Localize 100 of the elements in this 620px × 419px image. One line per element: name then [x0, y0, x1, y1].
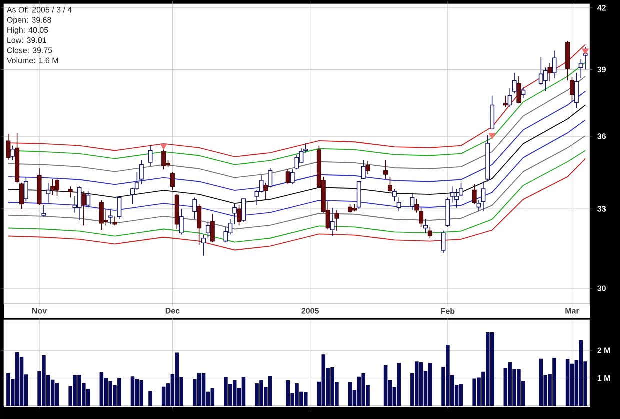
- candlestick: [508, 88, 512, 108]
- candlestick: [396, 197, 402, 212]
- bar: [579, 340, 584, 406]
- x-tick-label: 2005: [302, 308, 319, 314]
- candlestick: [77, 186, 82, 221]
- bar: [232, 380, 237, 406]
- annotation: Volume: 1.6 M: [6, 58, 58, 64]
- bar: [539, 358, 544, 406]
- bar: [286, 380, 290, 406]
- candlestick: [170, 172, 175, 191]
- x-tick-label: Dec: [166, 308, 180, 314]
- bar: [384, 365, 388, 406]
- point: [488, 133, 496, 140]
- bar: [459, 384, 464, 406]
- candlestick: [450, 186, 455, 204]
- candlestick: [202, 234, 206, 256]
- candlestick: [459, 182, 464, 197]
- candlestick: [428, 226, 432, 240]
- candlestick: [330, 207, 335, 236]
- candlestick: [192, 197, 198, 220]
- candlestick: [286, 169, 290, 185]
- candlestick: [179, 208, 184, 236]
- candlestick: [490, 95, 495, 130]
- annotation: As Of: 2005 / 3 / 4: [6, 6, 72, 13]
- candlestick: [237, 204, 242, 226]
- candlestick: [574, 72, 579, 108]
- y-tick-label: 42: [598, 5, 606, 11]
- line-series: [8, 158, 586, 251]
- candlestick: [210, 214, 215, 243]
- annotation: Low: 39.01: [8, 38, 46, 44]
- bar: [148, 391, 152, 406]
- bar: [419, 362, 424, 406]
- bar: [130, 376, 135, 406]
- bar: [268, 376, 272, 406]
- annotation: High: 40.05: [8, 27, 48, 35]
- bar: [428, 363, 432, 406]
- candlestick: [410, 194, 415, 211]
- annotation: Open: 39.68: [7, 17, 52, 24]
- bar: [348, 382, 352, 406]
- candlestick: [366, 160, 370, 175]
- candlestick: [206, 221, 210, 240]
- line-series: [8, 150, 586, 243]
- candlestick: [361, 160, 366, 180]
- bar: [414, 362, 419, 406]
- bar: [566, 359, 570, 406]
- line-series: [8, 136, 586, 230]
- candlestick: [570, 76, 575, 102]
- candlestick: [512, 72, 517, 94]
- bar: [202, 374, 206, 406]
- candlestick: [334, 210, 340, 232]
- candlestick: [388, 176, 392, 194]
- candlestick: [46, 182, 51, 204]
- x-tick-label: Nov: [32, 308, 48, 314]
- candlestick: [441, 230, 446, 254]
- candlestick: [241, 198, 246, 222]
- candlestick: [42, 204, 46, 218]
- line-series: [8, 44, 586, 158]
- y-tick-label: 33: [598, 206, 606, 212]
- point: [582, 48, 590, 55]
- candlestick: [384, 160, 388, 180]
- candlestick: [423, 218, 428, 234]
- bar: [175, 352, 180, 406]
- candlestick: [86, 190, 91, 208]
- bar: [322, 354, 326, 406]
- candlestick: [24, 176, 28, 202]
- line-series: [8, 90, 586, 192]
- candlestick: [197, 204, 202, 246]
- annotation: Close: 39.75: [7, 47, 52, 54]
- y-tick-label: 39: [598, 66, 606, 73]
- x-tick-label: Feb: [441, 308, 455, 314]
- candlestick: [543, 67, 548, 92]
- bar: [55, 383, 60, 406]
- bar: [162, 386, 166, 406]
- candlestick: [148, 145, 153, 166]
- candlestick: [10, 145, 16, 160]
- candlestick: [232, 204, 238, 225]
- candlestick: [503, 95, 508, 108]
- candlestick: [6, 134, 11, 160]
- candlestick: [224, 226, 228, 243]
- y-tick-label: 1 M: [598, 376, 610, 382]
- bar: [135, 379, 140, 406]
- bar: [242, 377, 246, 406]
- y-tick-label: 36: [598, 134, 606, 140]
- candlestick: [68, 186, 73, 198]
- candlestick: [552, 50, 557, 79]
- candlestick: [472, 184, 477, 204]
- candlestick: [108, 210, 113, 225]
- bar: [15, 352, 20, 406]
- bar: [100, 372, 104, 406]
- candlestick: [290, 169, 295, 185]
- candlestick: [516, 76, 522, 104]
- candlestick: [392, 188, 397, 202]
- bar: [197, 373, 202, 406]
- candlestick: [268, 168, 273, 188]
- bar: [490, 332, 494, 406]
- candlestick: [548, 63, 552, 82]
- candlestick: [264, 182, 268, 201]
- bar: [397, 363, 401, 406]
- bar: [140, 380, 144, 406]
- candlestick: [117, 196, 122, 220]
